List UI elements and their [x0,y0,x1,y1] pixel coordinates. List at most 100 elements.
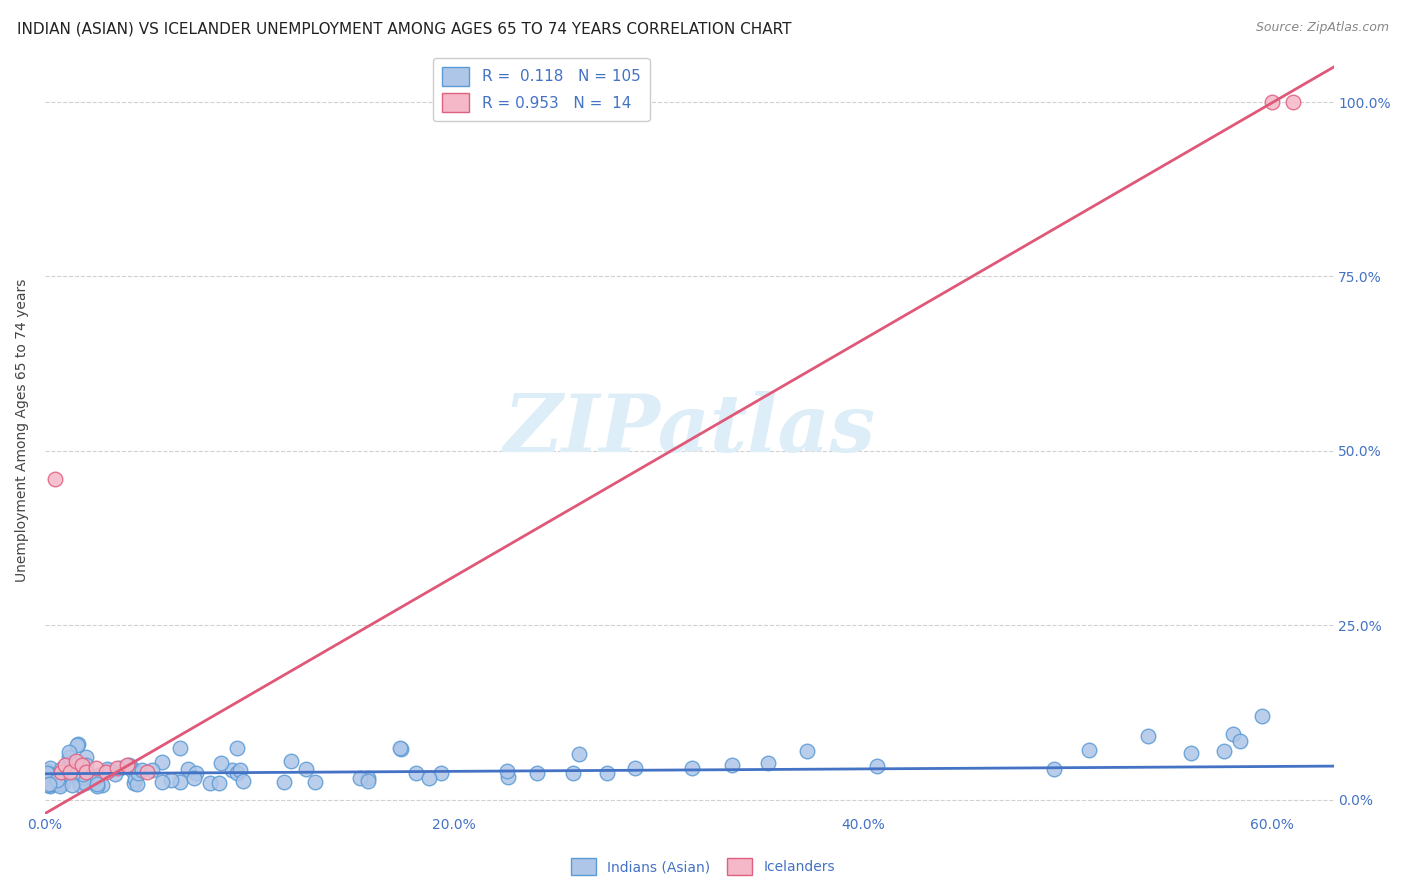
Point [86,779,108,793]
Point [75,764,97,779]
Point [177,762,200,776]
Point [294,762,316,776]
Point [51,764,73,779]
Point [150,755,173,769]
Point [596,766,619,780]
Point [209,756,232,770]
Point [721,757,744,772]
Point [796,744,818,758]
Point [1251,709,1274,723]
Point [1229,734,1251,748]
Point [496,764,519,779]
Point [48,777,70,791]
Point [357,771,380,785]
Point [59,756,82,770]
Point [418,771,440,785]
Point [756,756,779,770]
Point [1281,95,1303,109]
Point [52,776,75,790]
Point [96,764,118,779]
Point [183,771,205,785]
Point [72,770,94,784]
Point [86,771,108,785]
Text: ZIPatlas: ZIPatlas [503,391,876,468]
Point [60,779,83,793]
Point [75,764,97,779]
Point [562,766,585,780]
Point [65,754,87,768]
Point [1137,729,1160,743]
Text: Source: ZipAtlas.com: Source: ZipAtlas.com [1256,21,1389,35]
Point [67,737,90,751]
Point [280,755,302,769]
Point [86,777,108,791]
Text: INDIAN (ASIAN) VS ICELANDER UNEMPLOYMENT AMONG AGES 65 TO 74 YEARS CORRELATION C: INDIAN (ASIAN) VS ICELANDER UNEMPLOYMENT… [17,21,792,37]
Point [349,771,371,785]
Point [430,765,453,780]
Point [1077,743,1099,757]
Point [169,775,191,789]
Legend: R =  0.118   N = 105, R = 0.953   N =  14: R = 0.118 N = 105, R = 0.953 N = 14 [433,58,650,121]
Point [131,763,153,777]
Point [58,764,80,779]
Point [1213,744,1236,758]
Point [76,771,98,785]
Point [75,750,97,764]
Point [624,761,647,775]
Point [568,747,591,762]
Point [70,757,93,772]
Point [221,764,243,778]
Point [150,775,173,789]
Point [121,764,143,778]
Point [52,772,75,787]
Point [681,761,703,775]
Point [87,767,110,781]
Point [58,750,80,764]
Point [357,774,380,789]
Point [118,758,141,772]
Point [122,776,145,790]
Point [124,772,146,786]
Point [160,773,183,788]
Point [304,775,326,789]
Point [169,740,191,755]
Point [60,764,83,779]
Point [69,778,91,792]
Point [98,764,121,778]
Point [1261,95,1284,109]
Point [200,776,222,790]
Point [37,778,59,792]
Point [496,770,519,784]
Point [35,771,58,785]
Point [91,778,114,792]
Point [35,765,58,780]
Point [42,777,65,791]
Point [73,776,96,790]
Point [55,757,77,772]
Point [35,764,58,778]
Point [1222,726,1244,740]
Point [120,760,142,774]
Point [46,768,69,782]
Point [273,775,295,789]
Point [72,767,94,781]
Point [39,761,62,775]
Point [38,766,60,780]
Point [38,777,60,791]
Point [389,742,412,756]
Point [141,763,163,777]
Point [115,757,138,772]
Point [44,472,66,486]
Point [63,765,86,780]
Point [84,761,107,775]
Point [186,766,208,780]
Point [232,774,254,789]
Point [405,766,427,780]
Point [49,762,72,776]
Point [45,773,67,788]
Point [117,758,139,772]
Point [127,766,149,780]
Point [866,758,889,772]
Point [105,761,128,775]
Point [226,765,249,780]
